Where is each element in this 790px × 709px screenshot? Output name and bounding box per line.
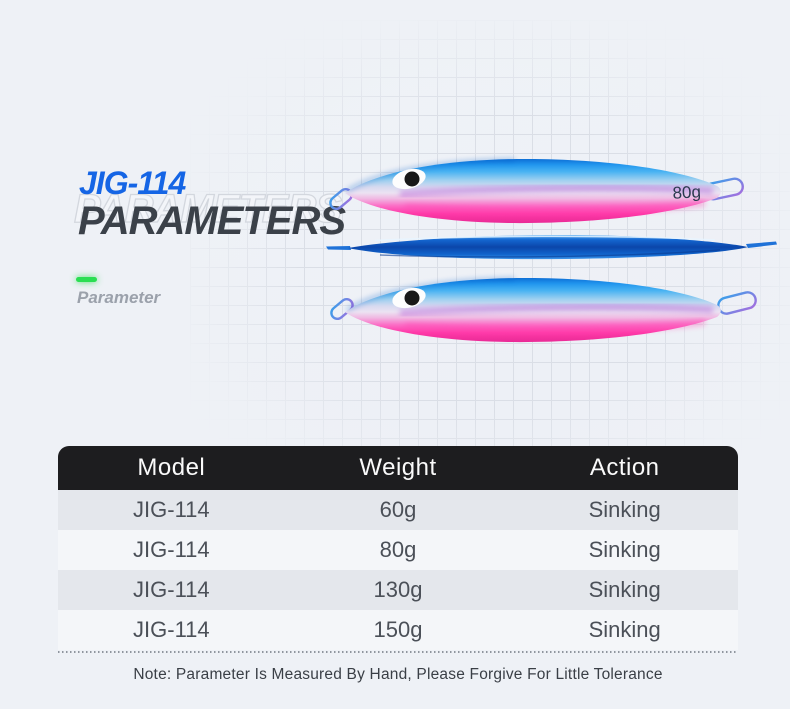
accent-dash (76, 277, 97, 282)
jig-side-view-bottom (330, 278, 757, 342)
table-row: JIG-114 150g Sinking (58, 610, 738, 650)
action-cell: Sinking (588, 537, 661, 562)
model-cell: JIG-114 (133, 497, 210, 522)
line-tie-loop (330, 297, 354, 321)
model-cell: JIG-114 (133, 537, 210, 562)
page-title: JIG-114 (79, 165, 186, 201)
spec-table: Model Weight Action JIG-114 60g Sinking … (58, 446, 738, 684)
weight-cell: 150g (373, 617, 423, 642)
column-header-weight: Weight (359, 454, 437, 481)
action-cell: Sinking (588, 617, 661, 642)
jig-top-profile-view (326, 235, 777, 260)
jig-side-view-top: 80g (329, 159, 744, 223)
tail-loop (717, 291, 757, 315)
model-cell: JIG-114 (133, 577, 210, 602)
weight-mark-label: 80g (672, 182, 701, 202)
watermark-text: PARAMETERS (73, 186, 342, 231)
tolerance-note: Note: Parameter Is Measured By Hand, Ple… (133, 666, 663, 683)
product-image-lures: 80g (326, 140, 777, 350)
model-cell: JIG-114 (133, 617, 210, 642)
section-title: PARAMETERS (78, 199, 346, 243)
column-header-model: Model (137, 454, 206, 481)
spec-table-header: Model Weight Action (58, 446, 738, 490)
section-subtitle: Parameter (77, 288, 161, 307)
weight-cell: 60g (379, 497, 417, 522)
weight-cell: 130g (373, 577, 423, 602)
dotted-divider (58, 651, 738, 653)
weight-cell: 80g (379, 537, 417, 562)
table-row: JIG-114 60g Sinking (58, 490, 738, 530)
action-cell: Sinking (588, 577, 661, 602)
column-header-action: Action (589, 454, 660, 481)
table-row: JIG-114 130g Sinking (58, 570, 738, 610)
action-cell: Sinking (588, 497, 661, 522)
table-row: JIG-114 80g Sinking (58, 530, 738, 570)
